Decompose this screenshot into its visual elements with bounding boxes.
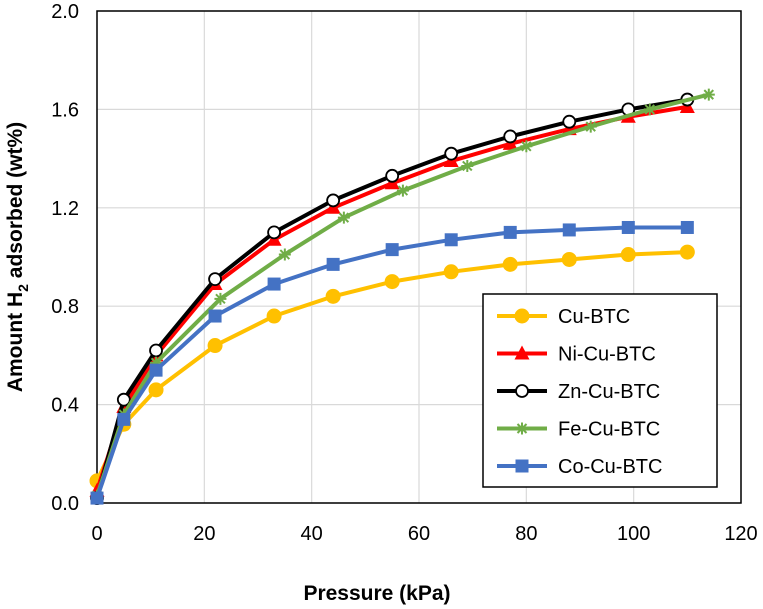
data-point-fe-cu-btc: [702, 88, 715, 101]
data-point-cu-btc: [561, 251, 577, 267]
data-point-co-cu-btc: [90, 491, 104, 505]
data-point-zn-cu-btc: [116, 392, 131, 407]
y-axis-title-main: Amount H: [4, 292, 27, 392]
y-tick-label: 1.2: [51, 198, 79, 220]
data-point-fe-cu-btc: [520, 140, 533, 153]
y-axis-title-subscript: 2: [15, 284, 31, 292]
legend-item-cu-btc: Cu-BTC: [497, 306, 630, 328]
data-point-cu-btc: [207, 338, 223, 354]
series-line-zn-cu-btc: [95, 97, 688, 499]
x-tick-label: 80: [515, 523, 537, 545]
legend-marker-zn-cu-btc: [515, 384, 529, 398]
series-line-cu-btc: [95, 250, 688, 482]
data-point-cu-btc: [148, 382, 164, 398]
data-point-fe-cu-btc: [396, 184, 409, 197]
data-point-zn-cu-btc: [444, 146, 459, 161]
data-point-fe-cu-btc: [337, 211, 350, 224]
data-point-fe-cu-btc: [150, 356, 163, 369]
legend-marker-ni-cu-btc: [514, 345, 530, 360]
data-point-co-cu-btc: [621, 220, 635, 234]
legend-marker-co-cu-btc: [515, 459, 529, 473]
series-cu-btc: [89, 244, 695, 489]
data-point-fe-cu-btc: [584, 120, 597, 133]
x-tick-label: 60: [408, 523, 430, 545]
data-point-cu-btc: [325, 288, 341, 304]
plot-area-frame: [96, 10, 742, 504]
y-tick-label: 1.6: [51, 99, 79, 121]
data-point-cu-btc: [679, 244, 695, 260]
data-point-fe-cu-btc: [643, 103, 656, 116]
series-zn-cu-btc: [90, 92, 695, 505]
legend-item-zn-cu-btc: Zn-Cu-BTC: [497, 381, 660, 403]
axis-ticks: 0 20 40 60 80 100 120 0.0 0.4 0.8 1.2 1.6 2.0: [51, 1, 758, 545]
x-tick-label: 100: [617, 523, 650, 545]
data-point-co-cu-btc: [267, 277, 281, 291]
data-point-zn-cu-btc: [149, 343, 163, 358]
legend-marker-fe-cu-btc: [516, 422, 528, 435]
data-point-zn-cu-btc: [326, 193, 341, 208]
legend-label: Ni-Cu-BTC: [558, 344, 656, 366]
data-point-co-cu-btc: [503, 225, 517, 239]
legend-item-ni-cu-btc: Ni-Cu-BTC: [497, 344, 656, 366]
data-point-zn-cu-btc: [267, 225, 282, 240]
y-axis-title-rest: adsorbed (wt%): [4, 122, 27, 284]
y-tick-label: 0.4: [51, 395, 79, 417]
legend: Cu-BTC Ni-Cu-BTC Zn-Cu-BTC Fe-Cu-BTC Co-Cu-B…: [482, 293, 718, 488]
data-point-zn-cu-btc: [208, 272, 222, 287]
data-point-co-cu-btc: [562, 223, 576, 237]
legend-label: Zn-Cu-BTC: [558, 381, 660, 403]
series-layer: [89, 88, 715, 505]
data-point-co-cu-btc: [680, 220, 694, 234]
x-tick-label: 120: [724, 523, 757, 545]
data-point-cu-btc: [443, 264, 459, 280]
data-point-fe-cu-btc: [461, 159, 474, 172]
data-point-fe-cu-btc: [214, 292, 227, 305]
data-point-co-cu-btc: [385, 243, 399, 257]
data-point-zn-cu-btc: [562, 114, 577, 129]
series-co-cu-btc: [90, 220, 694, 505]
data-point-zn-cu-btc: [385, 168, 400, 183]
series-line-co-cu-btc: [95, 225, 688, 499]
y-tick-label: 0.8: [51, 296, 79, 318]
x-tick-label: 20: [193, 523, 215, 545]
data-point-co-cu-btc: [444, 233, 458, 247]
x-tick-label: 0: [91, 523, 102, 545]
data-point-cu-btc: [384, 274, 400, 290]
legend-item-co-cu-btc: Co-Cu-BTC: [497, 456, 662, 478]
data-point-zn-cu-btc: [503, 129, 518, 144]
legend-label: Cu-BTC: [558, 306, 630, 328]
data-point-cu-btc: [266, 308, 282, 324]
data-point-cu-btc: [502, 256, 518, 272]
legend-label: Fe-Cu-BTC: [558, 419, 660, 441]
data-point-co-cu-btc: [117, 412, 131, 426]
x-axis-title: Pressure (kPa): [303, 582, 450, 605]
y-tick-label: 2.0: [51, 1, 79, 23]
data-point-co-cu-btc: [149, 363, 163, 377]
data-point-fe-cu-btc: [278, 248, 291, 261]
y-tick-label: 0.0: [51, 493, 79, 515]
data-point-cu-btc: [620, 247, 636, 263]
legend-marker-cu-btc: [514, 308, 530, 324]
data-point-co-cu-btc: [326, 257, 340, 271]
legend-item-fe-cu-btc: Fe-Cu-BTC: [497, 419, 660, 441]
y-axis-title: Amount H2 adsorbed (wt%): [4, 122, 31, 392]
x-tick-label: 40: [301, 523, 323, 545]
legend-label: Co-Cu-BTC: [558, 456, 662, 478]
data-point-co-cu-btc: [208, 309, 222, 323]
